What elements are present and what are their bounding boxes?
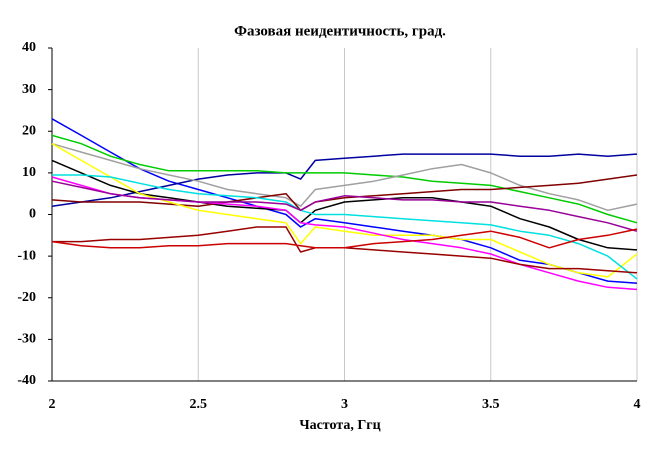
- series-line: [51, 153, 638, 207]
- x-tick-label: 2.5: [190, 397, 208, 412]
- series-line: [51, 228, 638, 249]
- y-tick-label: -40: [17, 373, 36, 388]
- series-line: [51, 159, 638, 251]
- y-tick-label: 0: [29, 207, 36, 222]
- y-tick-label: 30: [22, 82, 36, 97]
- x-tick-label: 3.5: [482, 397, 500, 412]
- series-line: [51, 118, 638, 284]
- series-line: [51, 142, 638, 212]
- chart-title: Фазовая неидентичность, град.: [234, 23, 446, 39]
- series-line: [51, 134, 638, 224]
- series-line: [52, 174, 638, 280]
- x-tick-label: 3: [341, 397, 348, 412]
- y-tick-label: -10: [17, 248, 36, 263]
- y-tick-label: -20: [17, 290, 36, 305]
- x-tick-label: 2: [49, 397, 56, 412]
- series-line: [51, 180, 638, 232]
- y-tick-label: 40: [22, 40, 36, 55]
- series-line: [51, 143, 638, 278]
- y-tick-label: -30: [17, 332, 36, 347]
- x-axis-label: Частота, Ггц: [299, 418, 380, 433]
- y-tick-label: 20: [22, 123, 36, 138]
- x-tick-label: 4: [634, 397, 641, 412]
- y-tick-label: 10: [22, 165, 36, 180]
- series-line: [51, 174, 638, 212]
